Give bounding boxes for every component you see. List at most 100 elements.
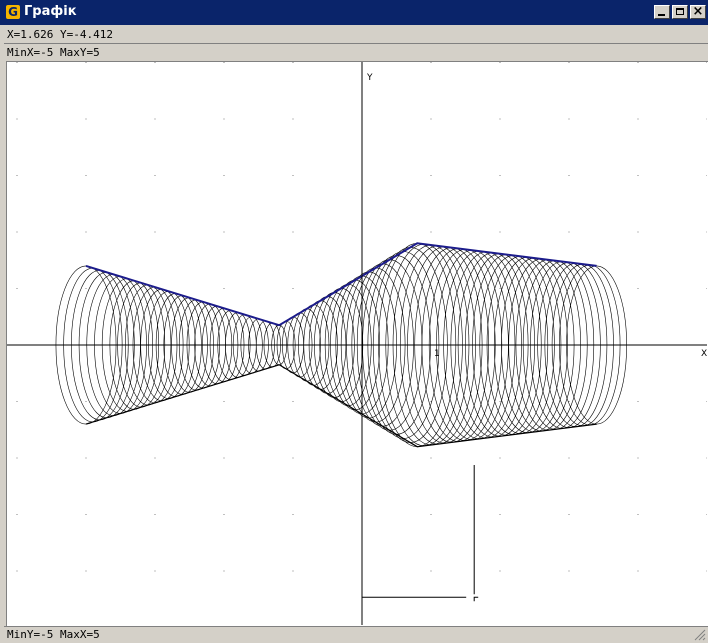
grid-dot xyxy=(637,570,639,572)
title-bar[interactable]: G Графік × xyxy=(0,0,708,25)
grid-dot xyxy=(223,570,225,572)
grid-dot xyxy=(430,231,432,233)
plot-svg: Y X 1 xyxy=(7,62,707,625)
grid-dot xyxy=(16,288,18,289)
grid-dot xyxy=(637,514,639,515)
grid-dot xyxy=(568,401,570,402)
grid-dot xyxy=(430,62,432,63)
grid-dot xyxy=(430,288,432,289)
grid-dot xyxy=(637,62,639,63)
grid-dot xyxy=(637,175,639,176)
minimize-button[interactable] xyxy=(654,5,670,19)
grid-dot xyxy=(568,62,570,63)
grid-dot xyxy=(637,288,639,289)
grid-dot xyxy=(154,514,156,515)
grid-dot xyxy=(85,118,87,120)
grid-dot xyxy=(568,175,570,176)
grid-dot xyxy=(85,288,87,289)
grid-dot xyxy=(16,231,18,233)
surface-edges xyxy=(85,242,597,448)
grid-dot xyxy=(223,514,225,515)
cursor-readout: X=1.626 Y=-4.412 xyxy=(4,27,708,44)
grid-dot xyxy=(499,514,501,515)
grid-dot xyxy=(292,570,294,572)
x-axis-label: X xyxy=(701,349,707,359)
grid-dot xyxy=(292,288,294,289)
plot-canvas[interactable]: Y X 1 xyxy=(6,61,708,626)
grid-dot xyxy=(154,401,156,402)
grid-dot xyxy=(16,175,18,176)
grid-dot xyxy=(16,514,18,515)
grid-dot xyxy=(499,288,501,289)
grid-dot xyxy=(637,401,639,402)
grid-dot xyxy=(223,62,225,63)
grid-dot xyxy=(568,570,570,572)
grid-dot xyxy=(568,231,570,233)
grid-dot xyxy=(499,118,501,120)
maximize-icon xyxy=(676,8,684,15)
grid-dot xyxy=(706,62,707,63)
grid-dot xyxy=(430,175,432,176)
grid-dot xyxy=(706,401,707,402)
grid-dot xyxy=(154,118,156,120)
grid-dot xyxy=(568,288,570,289)
grid-dot xyxy=(16,118,18,120)
grid-dot xyxy=(154,175,156,176)
grid-dot xyxy=(223,457,225,459)
y-axis-label: Y xyxy=(366,73,373,83)
grid-dot xyxy=(292,457,294,459)
grid-dot xyxy=(637,118,639,120)
grid-dot xyxy=(85,457,87,459)
grid-dot xyxy=(223,175,225,176)
grid-dot xyxy=(499,231,501,233)
app-icon: G xyxy=(6,5,20,19)
top-edge xyxy=(85,242,597,327)
range-top-readout: MinX=-5 MaxY=5 xyxy=(7,46,100,59)
grid-dot xyxy=(16,457,18,459)
grid-dot xyxy=(706,288,707,289)
grid-dot xyxy=(430,118,432,120)
grid-dot xyxy=(568,457,570,459)
grid-dot xyxy=(85,231,87,233)
grid-dot xyxy=(154,288,156,289)
grid-dot xyxy=(499,175,501,176)
grid-dot xyxy=(85,175,87,176)
grid-dot xyxy=(430,570,432,572)
grid-dot xyxy=(154,570,156,572)
grid-dot xyxy=(568,118,570,120)
grid-dot xyxy=(292,514,294,515)
grid-dot xyxy=(85,514,87,515)
grid-dot xyxy=(499,62,501,63)
resize-grip-icon[interactable] xyxy=(694,629,706,641)
grid-dot xyxy=(16,570,18,572)
minimize-icon xyxy=(658,14,665,16)
grid-dot xyxy=(499,457,501,459)
grid-dot xyxy=(16,62,18,63)
grid-dot xyxy=(706,457,707,459)
grid-dot xyxy=(85,401,87,402)
grid-dot xyxy=(154,231,156,233)
grid-dot xyxy=(706,175,707,176)
grid-dot xyxy=(637,231,639,233)
grid-dot xyxy=(16,401,18,402)
cursor-marker xyxy=(473,596,479,602)
grid-dot xyxy=(430,401,432,402)
grid-dot xyxy=(706,231,707,233)
window-title: Графік xyxy=(24,4,77,19)
grid-dot xyxy=(499,401,501,402)
grid-dot xyxy=(292,401,294,402)
grid-dot xyxy=(430,457,432,459)
grid-dot xyxy=(292,118,294,120)
grid-dot xyxy=(223,231,225,233)
grid-dot xyxy=(154,457,156,459)
grid-dot xyxy=(223,118,225,120)
bottom-edge xyxy=(85,364,597,448)
grid-dot xyxy=(568,514,570,515)
range-bottom-readout: MinY=-5 MaxX=5 xyxy=(4,626,708,643)
maximize-button[interactable] xyxy=(672,5,688,19)
grid-dot xyxy=(292,62,294,63)
grid-dot xyxy=(223,288,225,289)
close-button[interactable]: × xyxy=(690,4,706,19)
x-tick-label: 1 xyxy=(434,349,440,359)
grid-dot xyxy=(706,514,707,515)
